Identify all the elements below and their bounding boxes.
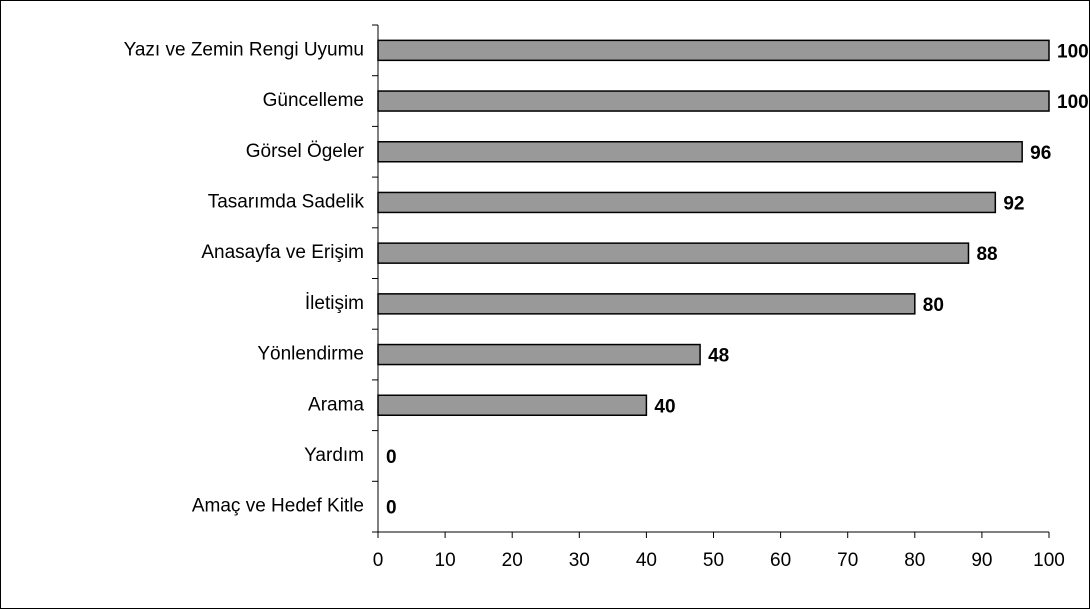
x-tick-label: 60	[770, 550, 791, 571]
bar	[377, 39, 1050, 62]
x-tick-label: 10	[435, 550, 456, 571]
x-tick-label: 40	[636, 550, 657, 571]
y-tick-label: Anasayfa ve Erişim	[201, 242, 364, 263]
y-tick-label: Arama	[308, 394, 364, 415]
bar	[377, 394, 648, 416]
value-label: 48	[708, 346, 729, 367]
value-label: 100	[1057, 41, 1089, 62]
value-label: 80	[923, 295, 944, 316]
y-tick-label: İletişim	[305, 293, 364, 314]
y-tick-label: Yazı ve Zemin Rengi Uyumu	[124, 39, 364, 60]
x-tick-label: 90	[971, 550, 992, 571]
x-tick-label: 80	[904, 550, 925, 571]
x-tick-label: 20	[502, 550, 523, 571]
bar	[377, 141, 1023, 163]
x-tick-label: 30	[569, 550, 590, 571]
x-tick-label: 70	[837, 550, 858, 571]
y-tick-label: Tasarımda Sadelik	[208, 191, 365, 212]
y-tick-label: Yardım	[304, 445, 364, 466]
bar	[377, 293, 916, 315]
y-tick-label: Yönlendirme	[257, 344, 364, 365]
y-tick-label: Güncelleme	[263, 90, 364, 111]
x-tick-label: 0	[373, 550, 384, 571]
value-label: 40	[654, 396, 675, 417]
y-tick-label: Amaç ve Hedef Kitle	[192, 496, 364, 517]
value-label: 92	[1003, 193, 1024, 214]
value-label: 88	[976, 244, 997, 265]
value-label: 96	[1030, 143, 1051, 164]
bar	[377, 343, 701, 366]
value-label: 100	[1057, 92, 1089, 113]
x-tick-label: 100	[1033, 550, 1065, 571]
bar	[377, 242, 970, 264]
x-tick-label: 50	[703, 550, 724, 571]
value-label: 0	[386, 447, 397, 468]
y-tick-label: Görsel Ögeler	[246, 141, 365, 162]
bar	[377, 90, 1050, 112]
value-label: 0	[386, 498, 397, 519]
bar	[377, 191, 997, 214]
